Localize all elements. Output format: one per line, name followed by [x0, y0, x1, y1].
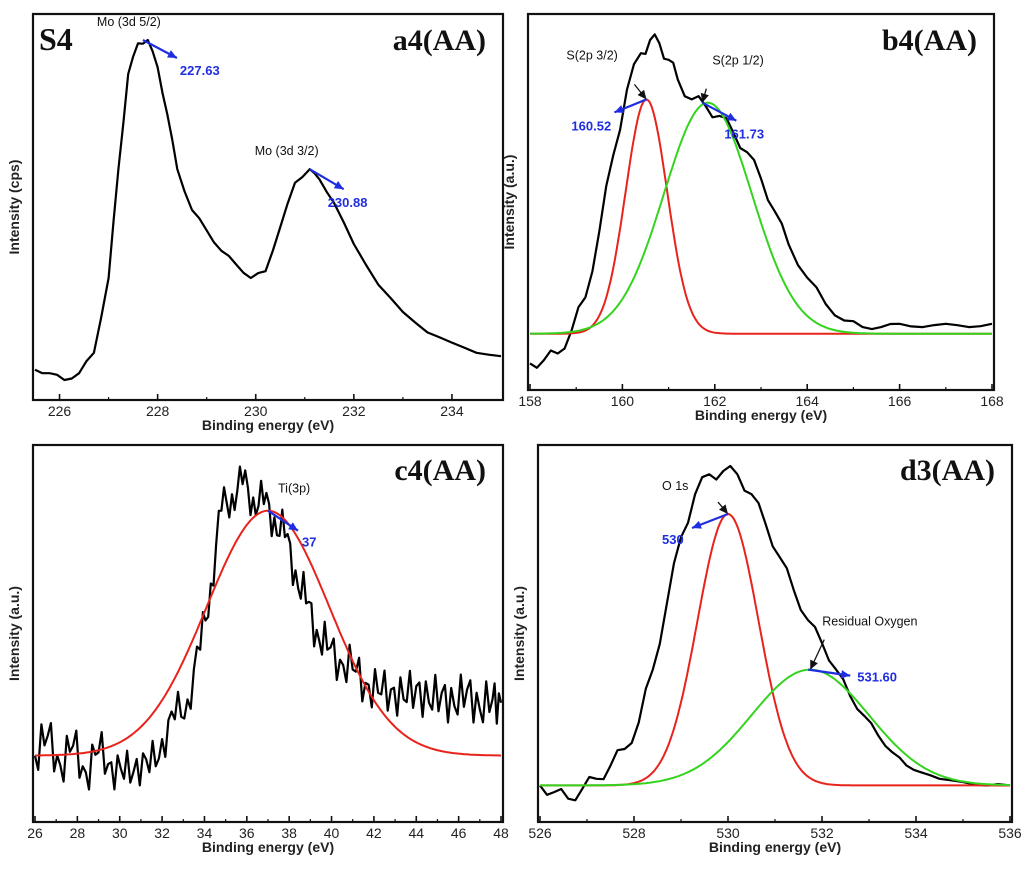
x-tick-label: 532 — [810, 825, 834, 841]
peak-annotation: Residual Oxygen 531.60 — [808, 615, 917, 685]
x-tick-label: 528 — [622, 825, 646, 841]
y-axis-title: Intensity (a.u.) — [501, 155, 517, 250]
x-axis-title: Binding energy (eV) — [709, 839, 841, 855]
peak-annotation: O 1s 530 — [662, 479, 729, 547]
series-measured — [539, 464, 1011, 802]
value-arrowhead — [614, 105, 625, 113]
panel-label: d3(AA) — [900, 454, 995, 487]
peak-value-label: 161.73 — [724, 127, 764, 142]
peak-value-label: 530 — [662, 532, 684, 547]
x-tick-label: 42 — [366, 825, 382, 841]
leader-arrowhead — [719, 504, 728, 515]
peak-name-label: S(2p 1/2) — [712, 54, 763, 68]
x-tick-label: 158 — [518, 393, 542, 409]
x-tick-label: 162 — [703, 393, 727, 409]
x-tick-label: 48 — [493, 825, 509, 841]
x-tick-label: 44 — [408, 825, 424, 841]
y-axis-title: Intensity (a.u.) — [511, 586, 527, 681]
value-arrowhead — [288, 522, 298, 531]
x-axis-title: Binding energy (eV) — [202, 417, 334, 433]
x-tick-label: 234 — [440, 403, 464, 419]
plot-frame — [536, 443, 1014, 824]
x-tick-label: 166 — [888, 393, 912, 409]
peak-annotation: Mo (3d 3/2) 230.88 — [255, 144, 368, 210]
peak-value-label: 531.60 — [857, 670, 897, 685]
x-tick-label: 160 — [611, 393, 635, 409]
x-tick-label: 32 — [154, 825, 170, 841]
x-tick-label: 226 — [48, 403, 72, 419]
peak-annotation: Ti(3p) 37 — [267, 482, 316, 550]
series-residual-oxygen-fit — [540, 668, 1011, 787]
panel-2: 158 160 162 164 166 168 Binding energy (eV) Int… — [501, 12, 1004, 423]
x-tick-label: 36 — [239, 825, 255, 841]
peak-value-label: 37 — [302, 535, 316, 550]
series-measured — [33, 465, 503, 791]
value-arrowhead — [166, 50, 177, 58]
x-tick-label: 526 — [528, 825, 552, 841]
x-tick-label: 46 — [451, 825, 467, 841]
x-tick-label: 530 — [716, 825, 740, 841]
peak-value-label: 227.63 — [180, 63, 220, 78]
panel-3: 26 28 30 32 34 36 38 40 42 44 46 48 Binding energy (… — [6, 443, 509, 855]
peak-name-label: Mo (3d 3/2) — [255, 144, 319, 158]
x-axis-title: Binding energy (eV) — [695, 407, 827, 423]
series-o-1s-fit — [540, 513, 1010, 787]
panel-1: 226 228 230 232 234 Binding energy (eV) Intens… — [6, 12, 505, 433]
series-s-2p-1-2-fit — [530, 101, 992, 335]
x-tick-label: 230 — [244, 403, 268, 419]
x-tick-label: 232 — [342, 403, 366, 419]
peak-annotation: S(2p 1/2) 161.73 — [700, 54, 764, 142]
x-tick-label: 28 — [70, 825, 86, 841]
y-axis-title: Intensity (cps) — [6, 160, 22, 255]
value-arrowhead — [692, 520, 702, 529]
value-arrowhead — [840, 670, 851, 679]
peak-value-label: 230.88 — [328, 195, 368, 210]
peak-value-label: 160.52 — [571, 118, 611, 133]
x-axis-title: Binding energy (eV) — [202, 839, 334, 855]
peak-name-label: Residual Oxygen — [822, 615, 917, 629]
plot-frame — [31, 12, 505, 402]
series-ti-3p-fit — [35, 509, 501, 757]
peak-annotation: Mo (3d 5/2) 227.63 — [97, 15, 220, 78]
x-tick-label: 168 — [980, 393, 1004, 409]
x-tick-label: 164 — [796, 393, 820, 409]
series-measured — [34, 38, 502, 382]
panel-label: b4(AA) — [882, 24, 977, 57]
x-tick-label: 30 — [112, 825, 128, 841]
peak-name-label: Ti(3p) — [278, 482, 310, 496]
series-measured — [529, 33, 993, 369]
sample-label: S4 — [39, 21, 73, 57]
peak-name-label: S(2p 3/2) — [566, 48, 617, 62]
y-axis-title: Intensity (a.u.) — [6, 586, 22, 681]
x-tick-label: 536 — [998, 825, 1022, 841]
x-tick-label: 40 — [324, 825, 340, 841]
panel-label: a4(AA) — [393, 24, 486, 57]
leader-arrowhead — [637, 89, 647, 100]
x-tick-label: 38 — [281, 825, 297, 841]
panel-4: 526 528 530 532 534 536 Binding energy (eV) Int… — [511, 443, 1022, 855]
peak-name-label: O 1s — [662, 479, 688, 493]
peak-annotation: S(2p 3/2) 160.52 — [566, 48, 647, 133]
leader-arrowhead — [700, 92, 709, 103]
x-tick-label: 34 — [197, 825, 213, 841]
value-arrowhead — [333, 181, 344, 190]
peak-name-label: Mo (3d 5/2) — [97, 15, 161, 29]
x-tick-label: 534 — [904, 825, 928, 841]
leader-arrowhead — [810, 659, 818, 670]
x-tick-label: 228 — [146, 403, 170, 419]
x-tick-label: 26 — [27, 825, 43, 841]
panel-label: c4(AA) — [394, 454, 486, 487]
value-arrowhead — [726, 112, 737, 121]
